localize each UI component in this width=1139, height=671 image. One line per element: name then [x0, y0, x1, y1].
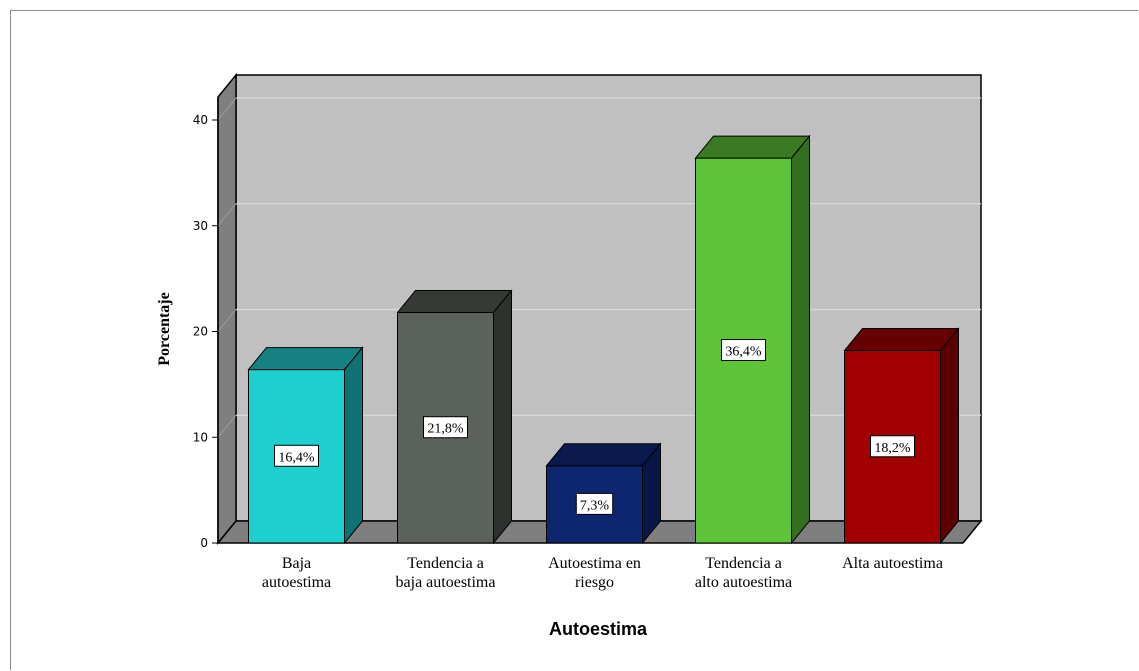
- data-label-box: [423, 416, 468, 439]
- chart-frame: 0 10 20 30 40 16,4% Baja autoestima 21,8% Tendenc…: [10, 10, 1138, 670]
- data-label: 16,4%: [278, 450, 315, 465]
- gridline-side: [217, 203, 237, 227]
- y-tick-label: 0: [200, 536, 208, 550]
- data-label-box: [274, 444, 319, 467]
- y-tick-label: 30: [193, 219, 208, 233]
- data-label: 7,3%: [580, 498, 610, 513]
- x-tick-label: Tendencia a baja autoestima: [396, 555, 496, 591]
- gridline-side: [217, 309, 237, 332]
- bar-top: [694, 135, 811, 159]
- x-tick-label-line: autoestima: [262, 574, 331, 591]
- x-tick-label-line: Alta autoestima: [842, 555, 943, 572]
- gridline-side: [217, 97, 237, 121]
- y-tick-label: 20: [193, 325, 208, 339]
- bar-group: 18,2%: [843, 327, 960, 545]
- bar-top: [843, 328, 960, 352]
- y-tick-label: 40: [193, 113, 208, 127]
- data-label: 18,2%: [874, 441, 911, 456]
- bar-group: 16,4%: [247, 346, 364, 545]
- y-tick-label: 10: [193, 430, 208, 444]
- bar-group: 7,3%: [545, 442, 662, 545]
- x-axis-title: Autoestima: [549, 619, 648, 639]
- bar-group: 21,8%: [396, 289, 513, 545]
- data-label-box: [721, 339, 766, 362]
- x-tick-label: Tendencia a alto autoestima: [695, 555, 792, 591]
- bar-side: [344, 346, 363, 545]
- x-tick-label: Autoestima en riesgo: [548, 555, 641, 591]
- x-tick-label-line: baja autoestima: [396, 574, 496, 591]
- x-tick-label-line: Tendencia a: [407, 555, 484, 572]
- gridline-side: [217, 414, 237, 438]
- bar-group: 36,4%: [694, 134, 811, 545]
- bar-top: [545, 443, 662, 467]
- data-label: 21,8%: [427, 422, 464, 437]
- x-tick-label-line: Baja: [282, 555, 311, 572]
- data-label-box: [575, 492, 614, 515]
- bar-top: [396, 289, 513, 313]
- plot-left-wall: [217, 72, 237, 546]
- bar-top: [247, 347, 364, 371]
- y-axis-title: Porcentaje: [156, 292, 173, 365]
- x-tick-label-line: riesgo: [575, 574, 614, 591]
- bar-side: [493, 289, 512, 545]
- data-label-box: [870, 435, 915, 458]
- bar-chart: 0 10 20 30 40 16,4% Baja autoestima 21,8% Tendenc…: [156, 72, 983, 639]
- x-tick-label: Baja autoestima: [262, 555, 331, 591]
- x-tick-label: Alta autoestima: [842, 555, 943, 572]
- x-tick-label-line: alto autoestima: [695, 574, 792, 591]
- bar-side: [791, 134, 810, 545]
- data-label: 36,4%: [725, 345, 762, 360]
- x-tick-label-line: Tendencia a: [705, 555, 782, 572]
- bar-side: [940, 327, 959, 545]
- bar-side: [642, 442, 661, 545]
- x-tick-label-line: Autoestima en: [548, 555, 641, 572]
